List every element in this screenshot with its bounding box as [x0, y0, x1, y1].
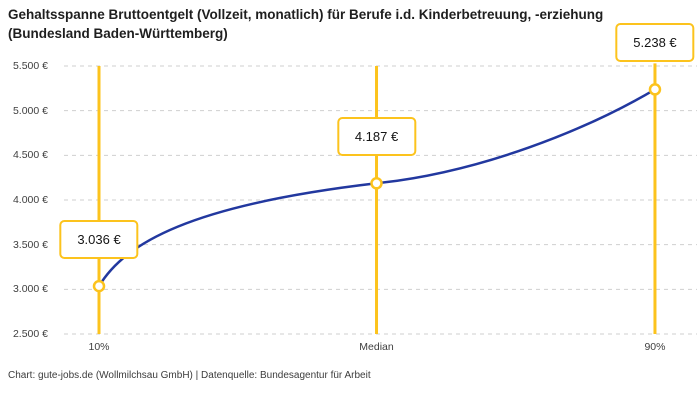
data-point-marker — [648, 83, 662, 96]
x-tick-label: Median — [359, 341, 394, 353]
y-tick-label: 5.000 € — [12, 104, 48, 117]
y-tick-label: 5.500 € — [12, 60, 48, 72]
data-point-marker — [92, 279, 106, 293]
y-tick-label: 3.500 € — [12, 238, 48, 251]
chart-title: Gehaltsspanne Bruttoentgelt (Vollzeit, m… — [8, 7, 604, 41]
y-tick-label: 2.500 € — [12, 328, 48, 340]
value-label: 5.238 € — [615, 23, 695, 63]
y-tick-label: 3.000 € — [12, 283, 48, 296]
value-label: 3.036 € — [59, 220, 139, 260]
y-tick-label: 4.500 € — [12, 149, 48, 162]
value-label: 4.187 € — [336, 117, 417, 157]
x-tick-label: 10% — [88, 341, 110, 353]
x-tick-label: 90% — [644, 341, 666, 353]
data-point-marker — [370, 177, 383, 190]
y-tick-label: 4.000 € — [12, 194, 48, 206]
source-attribution: Chart: gute-jobs.de (Wollmilchsau GmbH) … — [8, 370, 371, 381]
